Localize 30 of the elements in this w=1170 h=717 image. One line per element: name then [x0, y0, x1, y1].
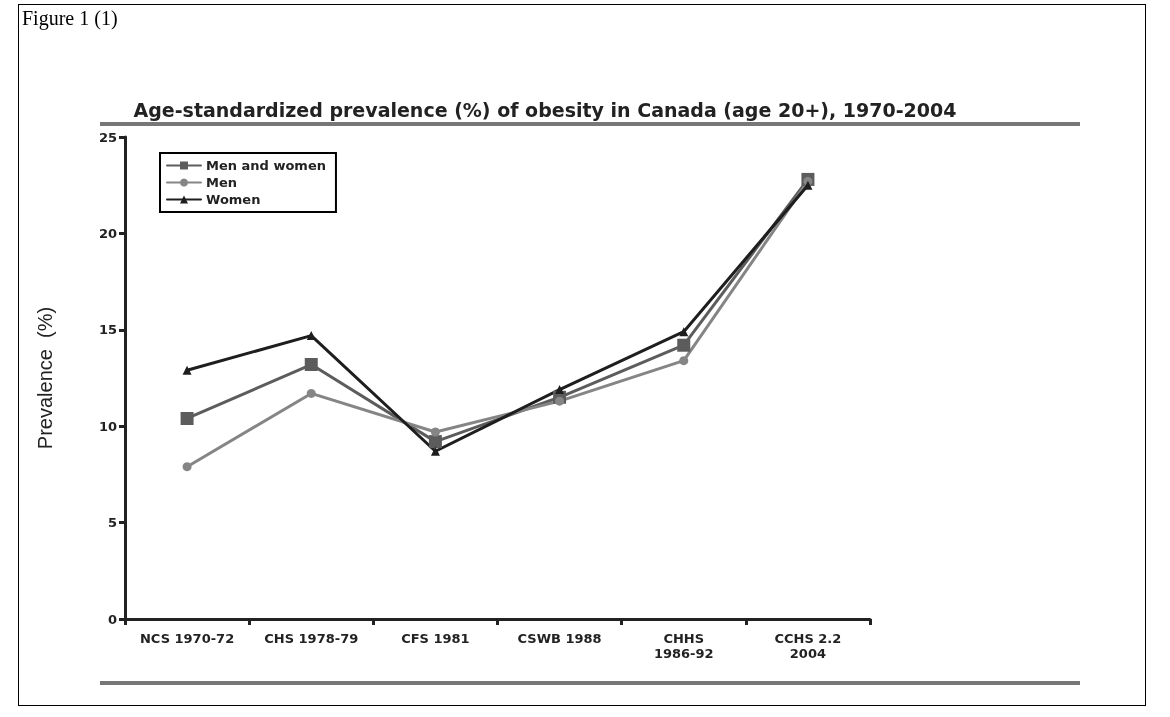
point	[304, 358, 318, 371]
point	[430, 427, 440, 437]
point	[677, 338, 691, 352]
point	[555, 396, 565, 406]
legend-label: Women	[206, 192, 261, 207]
legend-label: Men	[206, 175, 238, 190]
point	[555, 385, 565, 395]
y-tick-label: 5	[107, 515, 117, 531]
y-tick-label: 15	[98, 322, 117, 338]
point	[430, 446, 440, 456]
point	[306, 388, 316, 398]
x-tick-label: CSWB 1988	[517, 631, 602, 646]
y-tick-label: 0	[107, 611, 117, 627]
y-axis-title: Prevalence (%)	[34, 306, 56, 450]
caption: Figure 1 (1)	[22, 7, 118, 30]
x-tick-label: CCHS 2.2 2004	[774, 631, 842, 661]
point	[428, 435, 442, 449]
point	[679, 356, 689, 366]
y-tick-label: 20	[98, 225, 117, 241]
y-tick-label: 25	[98, 129, 117, 145]
x-tick-label: CHS 1978-79	[264, 631, 359, 646]
x-tick-label: NCS 1970-72	[139, 631, 235, 646]
x-tick-label: CFS 1981	[401, 631, 470, 646]
chart-title: Age-standardized prevalence (%) of obesity in Canada (age 20+), 1970-2004	[133, 98, 957, 121]
legend-label: Men and women	[206, 158, 326, 173]
y-tick-label: 10	[98, 418, 117, 434]
point	[182, 365, 192, 375]
x-tick-label: CHHS 1986-92	[653, 631, 714, 661]
point	[182, 462, 192, 472]
point	[180, 411, 194, 425]
